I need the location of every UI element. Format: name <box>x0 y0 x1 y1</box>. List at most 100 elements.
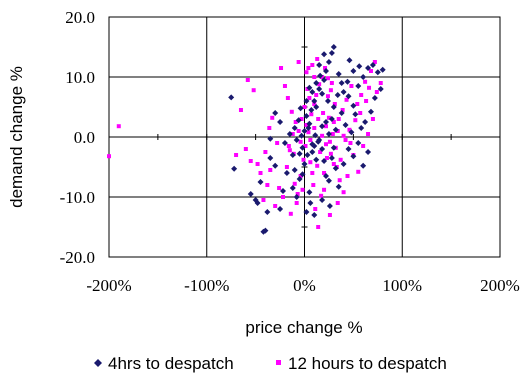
data-point <box>310 63 315 67</box>
x-tick-label: -200% <box>86 276 131 295</box>
data-point <box>289 152 296 158</box>
data-point <box>326 115 331 120</box>
data-point <box>316 62 323 68</box>
data-point <box>325 94 330 99</box>
data-point <box>332 126 339 133</box>
data-point <box>348 129 355 136</box>
data-point <box>330 104 337 110</box>
y-tick-label: -20.0 <box>60 248 95 267</box>
data-point <box>277 186 282 190</box>
data-point <box>306 120 313 127</box>
data-point <box>367 85 372 90</box>
data-point <box>316 225 321 229</box>
data-point <box>323 68 330 74</box>
data-point <box>309 89 316 95</box>
data-point <box>365 149 372 155</box>
data-point <box>365 65 372 71</box>
data-point <box>312 75 317 79</box>
data-point <box>294 201 299 205</box>
data-point <box>316 117 321 121</box>
data-point <box>362 119 369 125</box>
data-point <box>319 197 326 203</box>
data-point <box>374 69 381 76</box>
data-point <box>303 113 310 119</box>
data-point <box>344 78 351 85</box>
data-point <box>379 66 386 73</box>
data-point <box>350 153 357 160</box>
data-point <box>296 129 301 133</box>
data-point <box>243 147 248 151</box>
data-point <box>228 94 235 101</box>
data-point <box>286 144 291 148</box>
data-point <box>323 66 328 70</box>
data-point <box>366 132 371 136</box>
data-point <box>344 97 349 102</box>
data-point <box>315 138 322 145</box>
legend-label-12hrs: 12 hours to despatch <box>288 354 447 373</box>
data-point <box>308 107 315 113</box>
data-point <box>307 200 314 206</box>
data-point <box>254 200 261 206</box>
data-point <box>261 198 266 202</box>
x-axis-title: price change % <box>245 318 362 337</box>
data-point <box>272 162 279 169</box>
data-point <box>303 144 308 148</box>
data-point <box>349 84 354 88</box>
data-point <box>325 76 330 81</box>
data-point <box>378 81 383 85</box>
data-point <box>327 139 332 144</box>
data-point <box>330 132 335 136</box>
data-point <box>359 93 364 97</box>
data-point <box>308 160 313 165</box>
data-point <box>267 126 272 130</box>
data-points <box>107 44 386 235</box>
data-point <box>371 95 378 101</box>
data-point <box>374 90 379 94</box>
data-point <box>268 168 273 172</box>
data-point <box>319 146 326 152</box>
data-point <box>341 133 346 138</box>
data-point <box>356 63 363 70</box>
data-point <box>298 174 303 178</box>
data-point <box>257 179 264 185</box>
data-point <box>325 59 332 65</box>
data-point <box>293 194 300 200</box>
data-point <box>306 130 311 135</box>
data-point <box>309 141 316 148</box>
x-tick-label: 100% <box>382 276 422 295</box>
data-point <box>341 190 346 195</box>
data-point <box>336 117 341 121</box>
data-point <box>262 227 269 234</box>
data-point <box>297 105 304 112</box>
data-point <box>318 150 323 154</box>
legend-marker-4hrs <box>94 359 102 367</box>
data-point <box>288 211 293 216</box>
data-point <box>248 159 253 163</box>
data-point <box>277 206 284 212</box>
data-point <box>307 96 312 100</box>
data-point <box>306 189 313 196</box>
data-point <box>289 185 296 191</box>
data-point <box>337 178 342 183</box>
data-point <box>308 138 313 142</box>
data-point <box>305 87 310 91</box>
data-point <box>284 165 289 169</box>
data-point <box>329 81 334 85</box>
data-point <box>323 119 330 125</box>
data-point <box>328 88 333 93</box>
data-point <box>320 133 325 138</box>
data-point <box>372 60 377 64</box>
data-point <box>267 135 274 142</box>
data-point <box>315 163 320 168</box>
data-point <box>303 209 310 215</box>
data-point <box>291 125 298 131</box>
data-point <box>335 71 342 77</box>
legend-marker-12hrs <box>276 360 281 365</box>
y-axis-title: demand change % <box>7 66 26 208</box>
data-point <box>361 144 366 148</box>
data-point <box>301 157 306 162</box>
data-point <box>342 122 349 128</box>
data-point <box>279 66 284 70</box>
data-point <box>300 187 305 192</box>
data-point <box>312 132 319 139</box>
